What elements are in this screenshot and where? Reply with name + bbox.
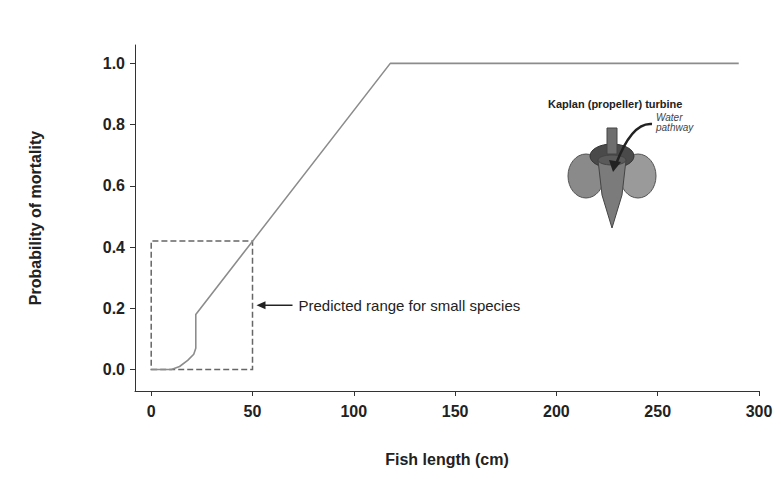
svg-text:0.2: 0.2 <box>103 300 125 317</box>
svg-text:Probability of mortality: Probability of mortality <box>27 131 44 305</box>
svg-text:Water: Water <box>656 111 686 123</box>
svg-text:Kaplan (propeller) turbine: Kaplan (propeller) turbine <box>548 98 682 110</box>
svg-text:0.0: 0.0 <box>103 361 125 378</box>
svg-text:0: 0 <box>147 403 156 420</box>
svg-text:300: 300 <box>746 403 773 420</box>
svg-text:0.6: 0.6 <box>103 177 125 194</box>
svg-text:pathway: pathway <box>655 122 694 133</box>
svg-text:50: 50 <box>244 403 262 420</box>
svg-text:100: 100 <box>340 403 367 420</box>
svg-text:200: 200 <box>543 403 570 420</box>
svg-text:150: 150 <box>442 403 469 420</box>
svg-text:Fish length (cm): Fish length (cm) <box>385 451 509 468</box>
svg-text:Predicted range for small spec: Predicted range for small species <box>299 297 521 314</box>
svg-text:1.0: 1.0 <box>103 55 125 72</box>
svg-text:0.4: 0.4 <box>103 239 125 256</box>
svg-text:250: 250 <box>644 403 671 420</box>
svg-text:0.8: 0.8 <box>103 116 125 133</box>
